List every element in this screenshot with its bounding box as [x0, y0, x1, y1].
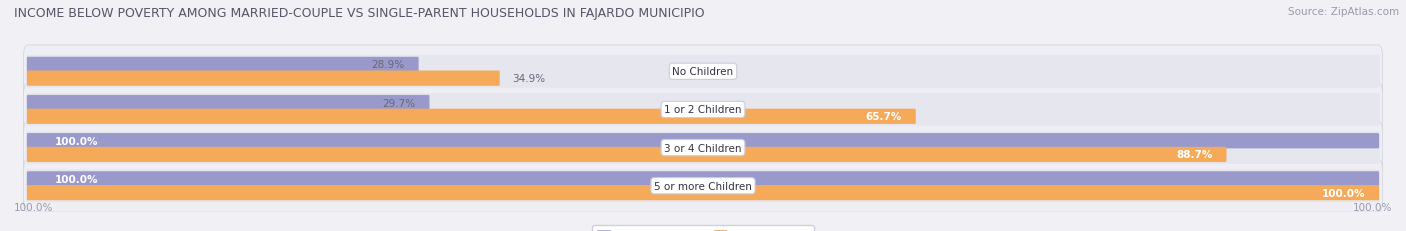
Text: INCOME BELOW POVERTY AMONG MARRIED-COUPLE VS SINGLE-PARENT HOUSEHOLDS IN FAJARDO: INCOME BELOW POVERTY AMONG MARRIED-COUPL…: [14, 7, 704, 20]
FancyBboxPatch shape: [27, 96, 429, 111]
FancyBboxPatch shape: [27, 94, 1379, 113]
Text: 29.7%: 29.7%: [382, 98, 415, 108]
FancyBboxPatch shape: [24, 46, 1382, 98]
Text: Source: ZipAtlas.com: Source: ZipAtlas.com: [1288, 7, 1399, 17]
Text: 100.0%: 100.0%: [1322, 188, 1365, 198]
Text: 88.7%: 88.7%: [1175, 150, 1212, 160]
FancyBboxPatch shape: [27, 107, 1379, 126]
Text: 3 or 4 Children: 3 or 4 Children: [664, 143, 742, 153]
FancyBboxPatch shape: [27, 183, 1379, 202]
FancyBboxPatch shape: [27, 56, 1379, 75]
FancyBboxPatch shape: [27, 147, 1226, 162]
Text: 1 or 2 Children: 1 or 2 Children: [664, 105, 742, 115]
FancyBboxPatch shape: [27, 171, 1379, 187]
Text: 100.0%: 100.0%: [55, 174, 98, 184]
Text: 28.9%: 28.9%: [371, 60, 405, 70]
Text: 34.9%: 34.9%: [513, 74, 546, 84]
FancyBboxPatch shape: [27, 109, 915, 124]
Text: 100.0%: 100.0%: [14, 202, 53, 212]
FancyBboxPatch shape: [27, 170, 1379, 188]
FancyBboxPatch shape: [27, 71, 499, 86]
FancyBboxPatch shape: [27, 132, 1379, 151]
FancyBboxPatch shape: [24, 160, 1382, 212]
FancyBboxPatch shape: [27, 69, 1379, 88]
FancyBboxPatch shape: [27, 58, 419, 73]
FancyBboxPatch shape: [27, 134, 1379, 149]
FancyBboxPatch shape: [24, 122, 1382, 174]
Text: 5 or more Children: 5 or more Children: [654, 181, 752, 191]
Text: 65.7%: 65.7%: [865, 112, 901, 122]
Text: No Children: No Children: [672, 67, 734, 77]
FancyBboxPatch shape: [27, 145, 1379, 164]
Text: 100.0%: 100.0%: [1353, 202, 1392, 212]
FancyBboxPatch shape: [24, 84, 1382, 136]
Text: 100.0%: 100.0%: [55, 136, 98, 146]
Legend: Married Couples, Single Parents: Married Couples, Single Parents: [592, 225, 814, 231]
FancyBboxPatch shape: [27, 185, 1379, 200]
